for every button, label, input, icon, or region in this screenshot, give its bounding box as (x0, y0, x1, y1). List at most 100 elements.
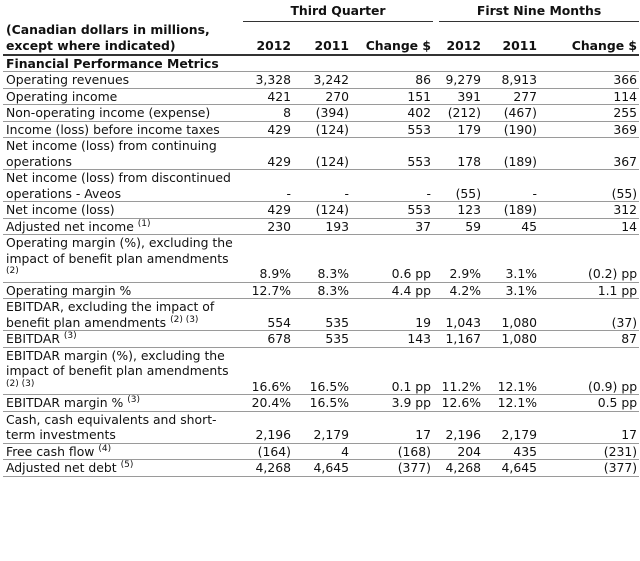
row-label-text: Net income (loss) from continuing operat… (6, 138, 217, 169)
table-row: EBITDAR (3) 678 535 143 1,167 1,080 87 (3, 331, 639, 348)
value-n-change: 114 (539, 88, 639, 105)
value-q-2012: 429 (243, 202, 293, 219)
value-q-change: 553 (351, 202, 433, 219)
col-n-2012: 2012 (439, 22, 483, 55)
value-n-2011: (190) (483, 121, 539, 138)
value-q-change: 3.9 pp (351, 395, 433, 412)
row-label: Net income (loss) (3, 202, 243, 219)
value-n-change: (55) (539, 170, 639, 202)
value-q-2011: 4,645 (293, 460, 351, 477)
value-q-2011: 4 (293, 443, 351, 460)
value-n-2012: 4,268 (439, 460, 483, 477)
row-label-text: Income (loss) before income taxes (6, 122, 220, 137)
value-n-change: 1.1 pp (539, 282, 639, 299)
value-q-2012: 3,328 (243, 72, 293, 89)
row-label: Net income (loss) from continuing operat… (3, 138, 243, 170)
value-n-2011: (467) (483, 105, 539, 122)
row-label: Adjusted net debt (5) (3, 460, 243, 477)
value-q-2011: 16.5% (293, 347, 351, 395)
column-header-row: (Canadian dollars in millions, except wh… (3, 22, 639, 55)
row-label-text: Cash, cash equivalents and short-term in… (6, 412, 217, 443)
value-q-2012: 20.4% (243, 395, 293, 412)
table-row: Operating margin (%), excluding the impa… (3, 235, 639, 283)
value-n-change: (37) (539, 299, 639, 331)
table-row: Operating income 421 270 151 391 277 114 (3, 88, 639, 105)
row-label-text: Operating income (6, 89, 117, 104)
value-q-2012: - (243, 170, 293, 202)
row-label-text: Operating revenues (6, 72, 129, 87)
value-q-change: (168) (351, 443, 433, 460)
table-row: EBITDAR, excluding the impact of benefit… (3, 299, 639, 331)
row-label: EBITDAR, excluding the impact of benefit… (3, 299, 243, 331)
value-n-2012: (212) (439, 105, 483, 122)
value-q-2011: 8.3% (293, 282, 351, 299)
third-quarter-heading: Third Quarter (243, 0, 433, 22)
row-label: Non-operating income (expense) (3, 105, 243, 122)
value-q-change: 17 (351, 411, 433, 443)
value-q-change: 86 (351, 72, 433, 89)
value-n-2011: 277 (483, 88, 539, 105)
table-row: EBITDAR margin % (3) 20.4% 16.5% 3.9 pp 12.6… (3, 395, 639, 412)
footnote-ref: (2) (3) (170, 314, 198, 324)
value-n-2011: 435 (483, 443, 539, 460)
col-n-2011: 2011 (483, 22, 539, 55)
row-label: EBITDAR margin (%), excluding the impact… (3, 347, 243, 395)
value-n-2012: 178 (439, 138, 483, 170)
value-n-2011: 3.1% (483, 235, 539, 283)
value-n-2011: (189) (483, 202, 539, 219)
value-q-change: 37 (351, 218, 433, 235)
value-n-change: 17 (539, 411, 639, 443)
value-q-change: (377) (351, 460, 433, 477)
value-n-change: 312 (539, 202, 639, 219)
row-label: Free cash flow (4) (3, 443, 243, 460)
table-row: Income (loss) before income taxes 429 (124… (3, 121, 639, 138)
value-q-2012: 429 (243, 121, 293, 138)
footnote-ref: (4) (98, 443, 111, 453)
row-label: Operating margin (%), excluding the impa… (3, 235, 243, 283)
value-n-change: (377) (539, 460, 639, 477)
row-label-text: Free cash flow (6, 444, 94, 459)
value-q-2012: 230 (243, 218, 293, 235)
value-q-2011: 2,179 (293, 411, 351, 443)
row-label-text: EBITDAR (6, 331, 60, 346)
column-group-header-row: Third Quarter First Nine Months (3, 0, 639, 22)
value-n-change: (0.9) pp (539, 347, 639, 395)
value-q-2011: 16.5% (293, 395, 351, 412)
value-q-change: 553 (351, 121, 433, 138)
value-q-change: 553 (351, 138, 433, 170)
value-n-2012: 59 (439, 218, 483, 235)
value-q-2012: 554 (243, 299, 293, 331)
value-q-2011: (124) (293, 121, 351, 138)
value-n-2012: 391 (439, 88, 483, 105)
value-n-2012: 2.9% (439, 235, 483, 283)
table-row: Net income (loss) from continuing operat… (3, 138, 639, 170)
value-q-change: 143 (351, 331, 433, 348)
value-q-2012: 429 (243, 138, 293, 170)
value-q-change: 19 (351, 299, 433, 331)
value-n-2011: 4,645 (483, 460, 539, 477)
value-q-2012: 12.7% (243, 282, 293, 299)
col-q-2012: 2012 (243, 22, 293, 55)
row-label: Operating margin % (3, 282, 243, 299)
footnote-ref: (2) (3) (6, 378, 34, 388)
value-q-2011: 193 (293, 218, 351, 235)
value-n-change: 367 (539, 138, 639, 170)
row-label-text: Operating margin (%), excluding the impa… (6, 235, 233, 266)
row-label: Income (loss) before income taxes (3, 121, 243, 138)
value-q-change: - (351, 170, 433, 202)
value-q-2012: 421 (243, 88, 293, 105)
footnote-ref: (2) (6, 266, 19, 276)
value-q-2011: 270 (293, 88, 351, 105)
row-label-text: EBITDAR margin (%), excluding the impact… (6, 348, 229, 379)
row-label-text: EBITDAR margin % (6, 395, 123, 410)
row-label: EBITDAR margin % (3) (3, 395, 243, 412)
table-row: Operating margin % 12.7% 8.3% 4.4 pp 4.2% 3.1… (3, 282, 639, 299)
row-label-text: Adjusted net income (6, 219, 134, 234)
row-label-text: Adjusted net debt (6, 460, 117, 475)
value-q-change: 151 (351, 88, 433, 105)
table-row: Net income (loss) 429 (124) 553 123 (189) 312 (3, 202, 639, 219)
value-n-2012: 123 (439, 202, 483, 219)
col-q-2011: 2011 (293, 22, 351, 55)
footnote-ref: (3) (127, 395, 140, 405)
table-row: Non-operating income (expense) 8 (394) 402 (… (3, 105, 639, 122)
